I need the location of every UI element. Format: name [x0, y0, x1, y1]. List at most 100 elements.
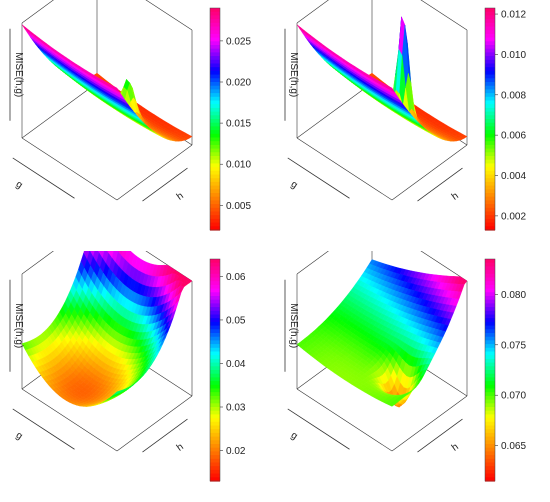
- colorbar-segment: [485, 126, 495, 131]
- colorbar: 0.065 0.070 0.075 0.080: [484, 258, 526, 482]
- colorbar-segment: [485, 447, 495, 452]
- colorbar-segment: [485, 366, 495, 371]
- colorbar-segment: [210, 281, 220, 286]
- colorbar-segment: [210, 104, 220, 109]
- colorbar-segment: [210, 196, 220, 201]
- colorbar-segment: [485, 440, 495, 445]
- box-edge: [420, 251, 468, 282]
- z-axis-label: MISE(h,g): [288, 52, 299, 97]
- colorbar-segment: [210, 266, 220, 271]
- colorbar-segment: [210, 167, 220, 172]
- colorbar-segment: [485, 148, 495, 153]
- colorbar-segment: [210, 67, 220, 72]
- colorbar-segment: [485, 119, 495, 124]
- colorbar-segment: [485, 104, 495, 109]
- surface-mesh: [296, 259, 468, 408]
- h-axis-arrow: [417, 167, 463, 202]
- colorbar-segment: [210, 358, 220, 364]
- surface-mesh: [21, 24, 193, 142]
- colorbar-segment: [210, 74, 220, 79]
- colorbar-tick-label: 0.004: [501, 171, 526, 182]
- colorbar-segment: [485, 292, 495, 297]
- surface-plot-svg: g h MISE(h,g) 0.065 0.070 0.075 0.080: [284, 251, 526, 482]
- colorbar-segment: [485, 388, 495, 393]
- colorbar-segment: [210, 152, 220, 157]
- colorbar-tick-label: 0.002: [501, 211, 526, 222]
- surface-mesh: [21, 251, 193, 407]
- plot-box-front: [296, 388, 468, 452]
- colorbar-tick-label: 0.04: [226, 359, 246, 370]
- colorbar-segment: [485, 37, 495, 42]
- colorbar-segment: [485, 299, 495, 304]
- colorbar-segment: [210, 377, 220, 382]
- chart-panel-bottom-left: g h MISE(h,g) 0.02 0.03 0.04 0.05 0.06: [0, 251, 275, 502]
- chart-panel-bottom-right: g h MISE(h,g) 0.065 0.070 0.075 0.080: [275, 251, 550, 502]
- surface-facet: [113, 85, 121, 93]
- colorbar-segment: [485, 152, 495, 157]
- colorbar-segment: [210, 185, 220, 190]
- colorbar-segment: [210, 100, 220, 105]
- colorbar-segment: [485, 270, 495, 275]
- colorbar-segment: [485, 436, 495, 441]
- colorbar-segment: [210, 33, 220, 39]
- colorbar-segment: [485, 159, 495, 164]
- colorbar-segment: [210, 37, 220, 42]
- colorbar-segment: [485, 477, 495, 482]
- colorbar-tick-label: 0.012: [501, 10, 526, 21]
- colorbar-segment: [210, 410, 220, 415]
- colorbar-tick-label: 0.070: [501, 391, 526, 402]
- colorbar-segment: [210, 303, 220, 308]
- colorbar-tick-label: 0.006: [501, 131, 526, 142]
- colorbar-segment: [485, 384, 495, 390]
- colorbar-segment: [485, 163, 495, 168]
- colorbar-segment: [485, 82, 495, 87]
- colorbar-segment: [210, 284, 220, 290]
- surface-facet: [113, 390, 120, 395]
- x-axis-label: g: [14, 179, 25, 191]
- colorbar-segment: [210, 314, 220, 319]
- colorbar-segment: [485, 336, 495, 341]
- colorbar-segment: [210, 204, 220, 209]
- colorbar-segment: [485, 178, 495, 183]
- surface-mesh: [296, 16, 468, 142]
- colorbar-segment: [210, 181, 220, 187]
- colorbar-frame: [484, 258, 496, 482]
- chart-panel-top-right: g h MISE(h,g) 0.002 0.004 0.006 0.008 0.010 0.01…: [275, 0, 550, 251]
- colorbar-segment: [485, 22, 495, 28]
- colorbar-segment: [210, 163, 220, 168]
- colorbar-segment: [210, 362, 220, 367]
- colorbar-tick-label: 0.06: [226, 272, 246, 283]
- colorbar-segment: [210, 451, 220, 456]
- colorbar-segment: [485, 96, 495, 102]
- colorbar-segment: [485, 473, 495, 478]
- colorbar-segment: [485, 193, 495, 198]
- colorbar-segment: [485, 15, 495, 20]
- colorbar-segment: [485, 56, 495, 61]
- colorbar-segment: [485, 52, 495, 57]
- box-edge: [296, 0, 329, 24]
- colorbar-segment: [485, 399, 495, 404]
- colorbar-frame: [209, 258, 221, 482]
- colorbar-segment: [485, 321, 495, 327]
- colorbar-segment: [485, 392, 495, 397]
- colorbar-segment: [210, 89, 220, 94]
- colorbar-segment: [485, 347, 495, 353]
- colorbar-segment: [485, 333, 495, 338]
- y-axis-label: h: [450, 190, 461, 202]
- colorbar-segment: [485, 130, 495, 135]
- colorbar-segment: [485, 358, 495, 364]
- y-axis-label: h: [450, 441, 461, 453]
- colorbar-segment: [210, 299, 220, 304]
- colorbar-segment: [210, 296, 220, 301]
- colorbar-segment: [210, 56, 220, 61]
- colorbar-segment: [210, 119, 220, 124]
- colorbar-segment: [485, 377, 495, 382]
- colorbar-segment: [485, 410, 495, 415]
- colorbar-segment: [485, 418, 495, 423]
- colorbar-segment: [485, 30, 495, 35]
- colorbar-segment: [210, 425, 220, 430]
- colorbar-frame: [484, 7, 496, 231]
- colorbar-segment: [485, 133, 495, 139]
- colorbar-segment: [210, 432, 220, 438]
